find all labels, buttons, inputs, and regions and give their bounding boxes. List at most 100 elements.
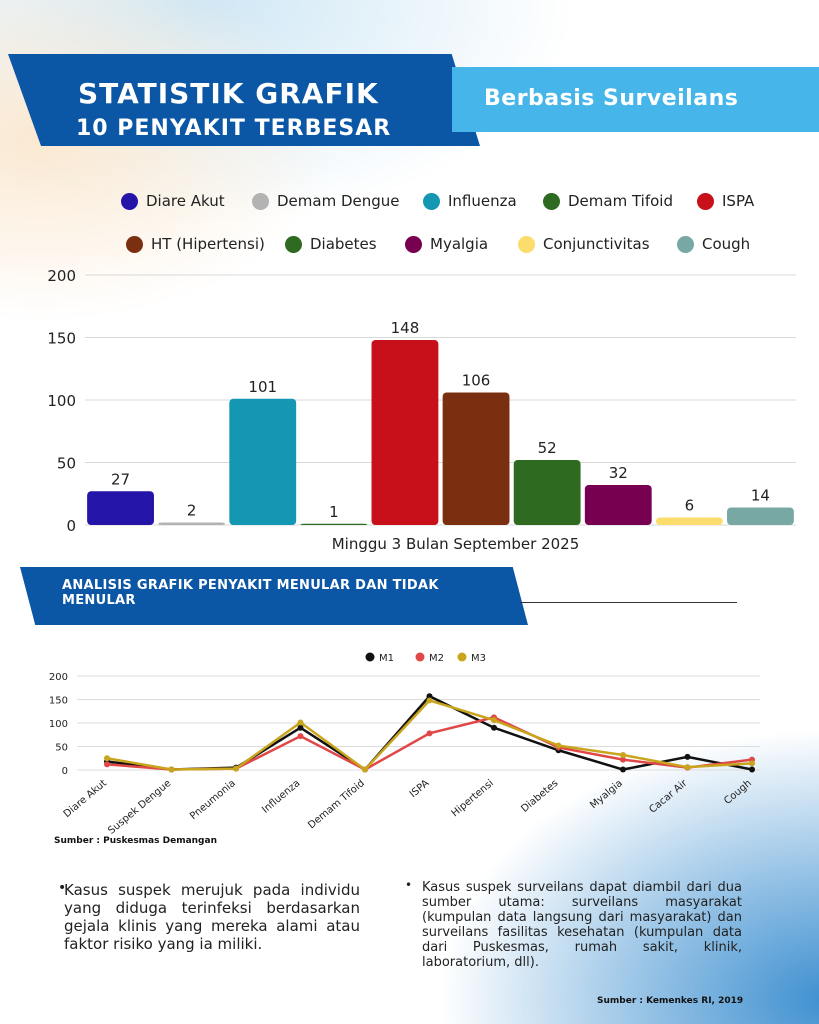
data-label: 106: [462, 372, 491, 390]
x-tick-label: Influenza: [260, 778, 302, 816]
page-title: STATISTIK GRAFIK: [78, 77, 379, 110]
notes-source: Sumber : Kemenkes RI, 2019: [597, 996, 744, 1006]
data-point: [426, 693, 433, 700]
x-tick-label: Myalgia: [588, 778, 625, 811]
bar: [87, 491, 154, 525]
legend-item: Conjunctivitas: [518, 235, 650, 253]
data-point: [684, 764, 691, 771]
section-title: ANALISIS GRAFIK PENYAKIT MENULAR DAN TID…: [62, 578, 439, 608]
x-tick-label: Pneumonia: [188, 778, 238, 822]
y-tick-label: 50: [55, 743, 68, 754]
data-label: 27: [111, 470, 130, 488]
data-point: [684, 753, 691, 760]
data-label: 14: [751, 487, 770, 505]
bar: [442, 392, 510, 525]
x-axis-label: Minggu 3 Bulan September 2025: [332, 535, 580, 553]
legend-item: HT (Hipertensi): [126, 235, 265, 253]
y-tick-label: 50: [57, 455, 76, 473]
x-tick-label: Diabetes: [519, 778, 560, 815]
y-tick-label: 200: [47, 267, 76, 285]
note-text: Kasus suspek surveilans dapat diambil da…: [422, 880, 742, 970]
data-label: 32: [609, 464, 628, 482]
legend-item: Demam Dengue: [252, 192, 400, 210]
bar: [584, 485, 652, 525]
data-point: [555, 742, 562, 749]
legend-label: Myalgia: [430, 235, 489, 253]
legend-swatch: [697, 192, 714, 210]
data-point: [297, 733, 304, 740]
bar: [727, 507, 794, 525]
y-tick-label: 100: [49, 719, 68, 730]
data-point: [297, 719, 304, 726]
x-tick-label: Suspek Dengue: [106, 778, 173, 835]
data-point: [297, 724, 304, 731]
legend-swatch: [252, 192, 269, 210]
data-point: [233, 765, 239, 772]
bar: [229, 398, 297, 525]
legend-label: M3: [471, 653, 486, 664]
legend-label: Diabetes: [310, 235, 377, 253]
bullet-icon: •: [58, 880, 67, 896]
x-tick-label: ISPA: [408, 778, 432, 800]
subtitle-banner: [452, 67, 819, 132]
bar: [371, 340, 439, 525]
bar: [655, 517, 723, 525]
legend-label: M1: [379, 653, 394, 664]
page-title-line2: 10 PENYAKIT TERBESAR: [76, 116, 392, 141]
legend-label: ISPA: [722, 192, 755, 210]
y-tick-label: 200: [49, 672, 68, 683]
legend-swatch: [457, 652, 467, 662]
x-tick-label: Cacar Air: [647, 777, 690, 815]
legend-swatch: [518, 235, 535, 253]
data-point: [104, 755, 110, 762]
data-point: [426, 697, 433, 704]
section-banner: [20, 567, 528, 625]
x-tick-label: Cough: [722, 778, 754, 807]
legend-label: Cough: [702, 235, 751, 253]
legend-label: HT (Hipertensi): [151, 235, 265, 253]
y-tick-label: 100: [47, 392, 76, 410]
data-point: [168, 766, 175, 773]
bar-chart: 0 50 100 150 200 27 2 101 1 148 106 52 32 6 14 Minggu 3…: [47, 267, 796, 553]
legend-swatch: [677, 235, 694, 253]
bar: [158, 522, 226, 525]
legend-item: Influenza: [423, 192, 517, 210]
legend-label: M2: [429, 653, 444, 664]
data-label: 52: [538, 439, 557, 457]
legend-swatch: [423, 192, 440, 210]
data-point: [426, 730, 433, 737]
legend-item: Diabetes: [285, 235, 377, 253]
legend-swatch: [365, 652, 375, 662]
legend-swatch: [543, 192, 560, 210]
legend-item: Myalgia: [405, 235, 488, 253]
y-tick-label: 0: [62, 766, 68, 777]
legend-item: ISPA: [697, 192, 754, 210]
data-point: [620, 756, 626, 763]
data-point: [620, 766, 626, 773]
legend-swatch: [121, 192, 138, 210]
x-tick-label: Hipertensi: [450, 778, 496, 819]
y-tick-label: 150: [49, 696, 68, 707]
data-point: [620, 751, 626, 758]
legend-swatch: [405, 235, 422, 253]
data-label: 148: [391, 319, 420, 337]
legend-item: Demam Tifoid: [543, 192, 673, 210]
chart-source: Sumber : Puskesmas Demangan: [54, 836, 217, 846]
data-label: 1: [329, 503, 339, 521]
data-point: [491, 724, 497, 731]
x-tick-label: Demam Tifoid: [306, 778, 367, 831]
section-divider: [520, 602, 737, 603]
data-point: [491, 717, 497, 724]
page-subtitle: Berbasis Surveilans: [484, 86, 739, 111]
note-text: Kasus suspek merujuk pada individu yang …: [64, 881, 360, 953]
data-point: [749, 766, 755, 773]
bar: [300, 523, 368, 525]
legend-label: Conjunctivitas: [543, 235, 650, 253]
legend-swatch: [126, 235, 143, 253]
y-tick-label: 150: [47, 330, 76, 348]
bar: [513, 460, 581, 525]
title-banner: [8, 54, 480, 146]
x-tick-label: Diare Akut: [62, 778, 109, 820]
legend-label: Diare Akut: [146, 192, 225, 210]
